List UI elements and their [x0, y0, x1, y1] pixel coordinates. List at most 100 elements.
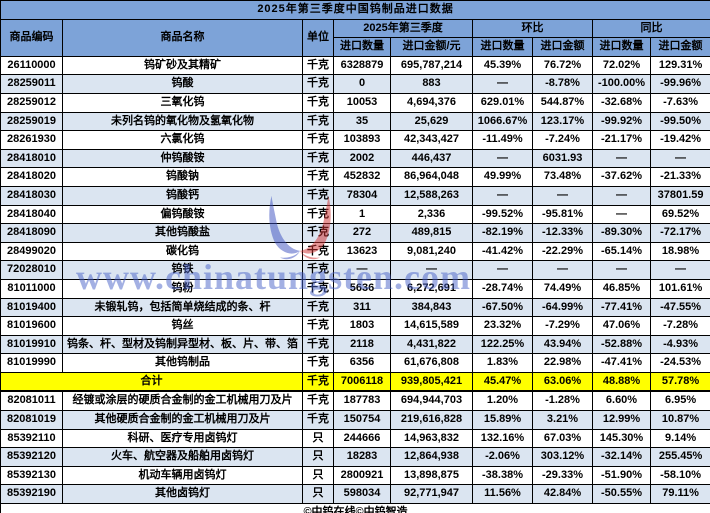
- column-header-unit: 单位: [302, 18, 334, 57]
- yoy-amount-cell: 9.14%: [649, 428, 710, 449]
- qoq-amount-cell: 63.06%: [532, 371, 593, 393]
- import-amount-cell: 4,431,822: [390, 334, 473, 355]
- yoy-amount-cell: -99.50%: [649, 111, 710, 132]
- import-quantity-cell: 5636: [333, 278, 391, 299]
- qoq-amount-cell: 303.12%: [532, 447, 593, 467]
- import-amount-cell: 6,272,691: [390, 278, 473, 299]
- import-quantity-cell: 244666: [333, 428, 391, 449]
- qoq-quantity-cell: 49.99%: [472, 167, 533, 187]
- unit-cell: 千克: [302, 92, 334, 113]
- import-quantity-cell: 452832: [333, 167, 391, 187]
- yoy-quantity-cell: —: [592, 260, 651, 280]
- product-name-cell: 钨铁: [62, 260, 303, 280]
- unit-cell: 千克: [302, 353, 334, 373]
- qoq-amount-cell: 42.84%: [532, 484, 593, 505]
- unit-cell: 千克: [302, 297, 334, 318]
- yoy-quantity-cell: -65.14%: [592, 241, 651, 262]
- table-row: 72028010 钨铁 千克 — — — — — —: [0, 260, 710, 280]
- qoq-amount-cell: -7.24%: [532, 130, 593, 150]
- yoy-amount-cell: 18.98%: [649, 241, 710, 262]
- product-name-cell: 钨酸钙: [62, 185, 303, 206]
- qoq-amount-cell: 43.94%: [532, 334, 593, 355]
- unit-cell: 千克: [302, 74, 334, 94]
- qoq-amount-cell: -8.78%: [532, 74, 593, 94]
- import-amount-cell: 2,336: [390, 204, 473, 225]
- subheader-yoy-quantity: 进口数量: [592, 37, 651, 57]
- qoq-quantity-cell: 11.56%: [472, 484, 533, 505]
- product-code-cell: 85392110: [0, 428, 63, 449]
- import-amount-cell: 219,616,828: [390, 410, 473, 430]
- yoy-quantity-cell: -89.30%: [592, 223, 651, 243]
- unit-cell: 千克: [302, 316, 334, 336]
- yoy-amount-cell: —: [649, 260, 710, 280]
- product-name-cell: 钨酸钠: [62, 167, 303, 187]
- subheader-q3-amount: 进口金额/元: [390, 37, 473, 57]
- product-code-cell: 81011000: [0, 278, 63, 299]
- product-name-cell: 经镀或涂层的硬质合金制的金工机械用刀及片: [62, 390, 303, 412]
- qoq-amount-cell: -12.33%: [532, 223, 593, 243]
- qoq-quantity-cell: -82.19%: [472, 223, 533, 243]
- import-amount-cell: 489,815: [390, 223, 473, 243]
- product-name-cell: 科研、医疗专用卤钨灯: [62, 428, 303, 449]
- product-code-cell: 85392130: [0, 465, 63, 486]
- copyright-text: ©中钨在线©中钨智造: [0, 503, 710, 513]
- qoq-quantity-cell: -67.50%: [472, 297, 533, 318]
- yoy-quantity-cell: -99.92%: [592, 111, 651, 132]
- qoq-amount-cell: 74.49%: [532, 278, 593, 299]
- product-code-cell: 28499020: [0, 241, 63, 262]
- import-quantity-cell: 150754: [333, 410, 391, 430]
- table-row: 28418010 仲钨酸铵 千克 2002 446,437—6031.93— —: [0, 148, 710, 169]
- product-name-cell: 其他钨制品: [62, 353, 303, 373]
- import-amount-cell: 92,771,947: [390, 484, 473, 505]
- unit-cell: 千克: [302, 410, 334, 430]
- yoy-amount-cell: -7.28%: [649, 316, 710, 336]
- yoy-quantity-cell: -37.62%: [592, 167, 651, 187]
- import-quantity-cell: 2002: [333, 148, 391, 169]
- yoy-quantity-cell: 72.02%: [592, 55, 651, 76]
- product-code-cell: 28418090: [0, 223, 63, 243]
- table-body: 26110000 钨矿砂及其精矿 千克 6328879 695,787,214 45.39…: [0, 55, 710, 505]
- yoy-quantity-cell: -77.41%: [592, 297, 651, 318]
- yoy-amount-cell: 37801.59: [649, 185, 710, 206]
- unit-cell: 千克: [302, 111, 334, 132]
- product-code-cell: 28418040: [0, 204, 63, 225]
- product-code-cell: 81019910: [0, 334, 63, 355]
- yoy-amount-cell: -58.10%: [649, 465, 710, 486]
- import-quantity-cell: 2800921: [333, 465, 391, 486]
- product-name-cell: 火车、航空器及船舶用卤钨灯: [62, 447, 303, 467]
- subheader-yoy-amount: 进口金额: [649, 37, 710, 57]
- import-quantity-cell: 1: [333, 204, 391, 225]
- qoq-quantity-cell: —: [472, 74, 533, 94]
- qoq-amount-cell: -64.99%: [532, 297, 593, 318]
- import-quantity-cell: 0: [333, 74, 391, 94]
- product-code-cell: 28259019: [0, 111, 63, 132]
- product-name-cell: 钨丝: [62, 316, 303, 336]
- product-name-cell: 钨矿砂及其精矿: [62, 55, 303, 76]
- table-row: 28418040 偏钨酸铵 千克 1 2,336 -99.52% -95.81% —69.52…: [0, 204, 710, 225]
- subheader-qoq-quantity: 进口数量: [472, 37, 533, 57]
- yoy-quantity-cell: -47.41%: [592, 353, 651, 373]
- yoy-quantity-cell: -32.14%: [592, 447, 651, 467]
- unit-cell: 千克: [302, 223, 334, 243]
- product-code-cell: 28261930: [0, 130, 63, 150]
- unit-cell: 千克: [302, 334, 334, 355]
- qoq-quantity-cell: —: [472, 260, 533, 280]
- yoy-quantity-cell: 145.30%: [592, 428, 651, 449]
- yoy-quantity-cell: —: [592, 148, 651, 169]
- qoq-amount-cell: 6031.93: [532, 148, 593, 169]
- import-quantity-cell: 1803: [333, 316, 391, 336]
- yoy-amount-cell: 10.87%: [649, 410, 710, 430]
- yoy-amount-cell: -21.33%: [649, 167, 710, 187]
- unit-cell: 只: [302, 484, 334, 505]
- unit-cell: 千克: [302, 278, 334, 299]
- qoq-amount-cell: 22.98%: [532, 353, 593, 373]
- qoq-amount-cell: 123.17%: [532, 111, 593, 132]
- qoq-amount-cell: 544.87%: [532, 92, 593, 113]
- product-name-cell: 其他卤钨灯: [62, 484, 303, 505]
- product-name-cell: 碳化钨: [62, 241, 303, 262]
- product-code-cell: 82081011: [0, 390, 63, 412]
- table-row: 81019910 钨条、杆、型材及钨制异型材、板、片、带、箔 千克 2118 4,431…: [0, 334, 710, 355]
- subheader-q3-quantity: 进口数量: [333, 37, 391, 57]
